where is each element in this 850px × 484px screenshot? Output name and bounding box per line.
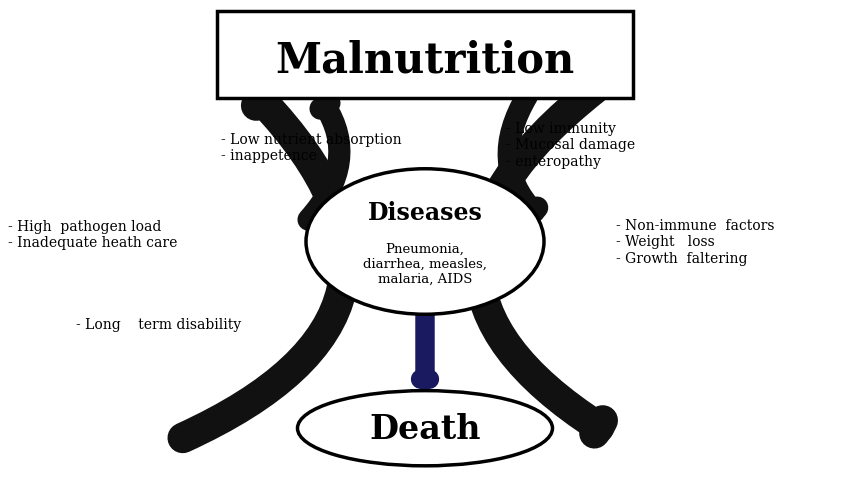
Text: - Non-immune  factors
- Weight   loss
- Growth  faltering: - Non-immune factors - Weight loss - Gro… <box>616 219 774 265</box>
FancyBboxPatch shape <box>217 12 633 99</box>
Text: - High  pathogen load
- Inadequate heath care: - High pathogen load - Inadequate heath … <box>8 220 178 250</box>
Text: Death: Death <box>369 412 481 445</box>
Text: - Low nutrient absorption
- inappetence: - Low nutrient absorption - inappetence <box>221 133 401 163</box>
Text: Malnutrition: Malnutrition <box>275 40 575 81</box>
Ellipse shape <box>298 391 552 466</box>
Text: - Low immunity
- Mucosal damage
- enteropathy: - Low immunity - Mucosal damage - entero… <box>506 122 635 168</box>
Ellipse shape <box>306 169 544 315</box>
Text: Pneumonia,
diarrhea, measles,
malaria, AIDS: Pneumonia, diarrhea, measles, malaria, A… <box>363 242 487 285</box>
Text: - Long    term disability: - Long term disability <box>76 318 241 331</box>
Text: Diseases: Diseases <box>367 201 483 225</box>
